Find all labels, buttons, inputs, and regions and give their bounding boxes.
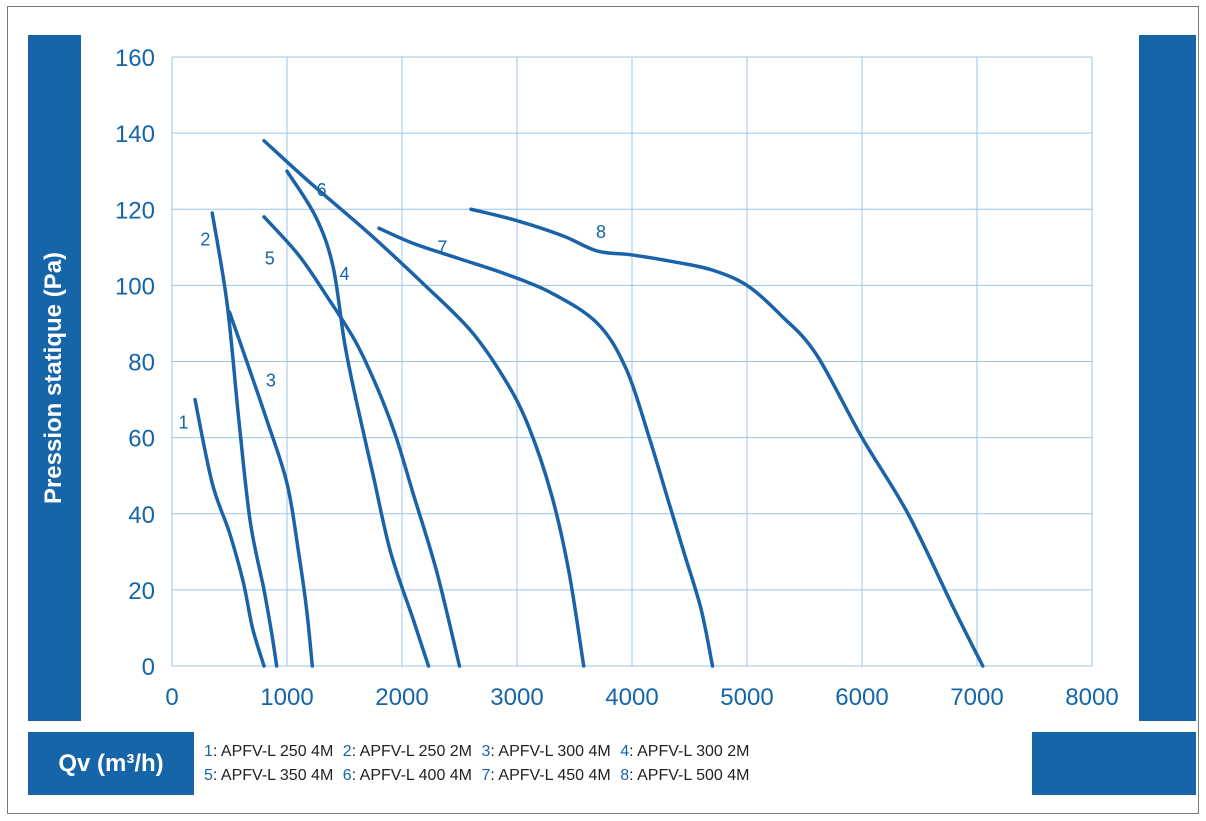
- legend-number: 1: [204, 743, 213, 760]
- legend-item: 6: APFV-L 400 4M: [342, 767, 473, 784]
- legend-item: 7: APFV-L 450 4M: [481, 767, 611, 784]
- series-label-4: 4: [339, 264, 349, 284]
- x-tick-label: 0: [165, 684, 178, 711]
- bottom-right-band: [1032, 732, 1196, 795]
- legend-row-2: 5: APFV-L 350 4M 6: APFV-L 400 4M 7: APF…: [204, 764, 754, 788]
- legend-text: APFV-L 450 4M: [498, 767, 611, 784]
- x-tick-label: 7000: [950, 684, 1003, 711]
- legend-number: 7: [481, 767, 491, 784]
- x-tick-label: 5000: [720, 684, 773, 711]
- series-line-3: [227, 310, 315, 668]
- series-label-8: 8: [596, 222, 606, 242]
- x-tick-label: 3000: [490, 684, 543, 711]
- y-tick-label: 60: [128, 426, 155, 453]
- legend-item: 3: APFV-L 300 4M: [481, 743, 611, 760]
- series-line-4: [285, 169, 431, 668]
- y-tick-label: 160: [115, 45, 155, 72]
- legend-number: 5: [204, 767, 213, 784]
- legend-text: APFV-L 350 4M: [220, 767, 334, 784]
- legend-text: APFV-L 250 2M: [359, 743, 473, 760]
- y-tick-label: 80: [128, 350, 155, 377]
- legend-text: APFV-L 500 4M: [637, 767, 750, 784]
- legend-item: 5: APFV-L 350 4M: [204, 767, 334, 784]
- series-line-7: [377, 226, 715, 668]
- y-tick-label: 100: [115, 273, 155, 300]
- legend-text: APFV-L 250 4M: [220, 743, 334, 760]
- legend-number: 6: [342, 767, 352, 784]
- legend-number: 4: [620, 743, 630, 760]
- legend-text: APFV-L 400 4M: [359, 767, 473, 784]
- legend: 1: APFV-L 250 4M 2: APFV-L 250 2M 3: APF…: [204, 740, 754, 788]
- y-tick-label: 140: [115, 121, 155, 148]
- legend-number: 2: [342, 743, 352, 760]
- x-tick-label: 2000: [375, 684, 428, 711]
- x-tick-label: 8000: [1065, 684, 1118, 711]
- legend-text: APFV-L 300 4M: [498, 743, 611, 760]
- y-axis-band: [28, 35, 81, 721]
- legend-number: 3: [481, 743, 491, 760]
- legend-item: 4: APFV-L 300 2M: [620, 743, 750, 760]
- x-tick-label: 1000: [260, 684, 313, 711]
- series-line-2: [210, 211, 279, 668]
- series-line-8: [469, 207, 985, 668]
- y-tick-label: 20: [128, 578, 155, 605]
- x-tick-label: 6000: [835, 684, 888, 711]
- series-label-3: 3: [266, 371, 276, 391]
- x-tick-label: 4000: [605, 684, 658, 711]
- series-line-6: [262, 138, 586, 668]
- x-axis-label: Qv (m³/h): [28, 732, 194, 795]
- series-line-5: [262, 215, 462, 668]
- series-label-1: 1: [178, 412, 188, 432]
- legend-row-1: 1: APFV-L 250 4M 2: APFV-L 250 2M 3: APF…: [204, 740, 754, 764]
- series-label-5: 5: [265, 249, 275, 269]
- legend-text: APFV-L 300 2M: [637, 743, 750, 760]
- y-tick-label: 40: [128, 502, 155, 529]
- chart-frame: [7, 6, 1199, 814]
- series-line-1: [193, 397, 266, 668]
- legend-item: 8: APFV-L 500 4M: [620, 767, 750, 784]
- series-label-7: 7: [437, 237, 447, 257]
- y-tick-label: 120: [115, 197, 155, 224]
- y-tick-label: 0: [142, 654, 155, 681]
- series-label-6: 6: [316, 180, 326, 200]
- right-band: [1139, 35, 1196, 721]
- legend-item: 2: APFV-L 250 2M: [342, 743, 473, 760]
- legend-number: 8: [620, 767, 630, 784]
- series-label-2: 2: [200, 230, 210, 250]
- legend-item: 1: APFV-L 250 4M: [204, 743, 334, 760]
